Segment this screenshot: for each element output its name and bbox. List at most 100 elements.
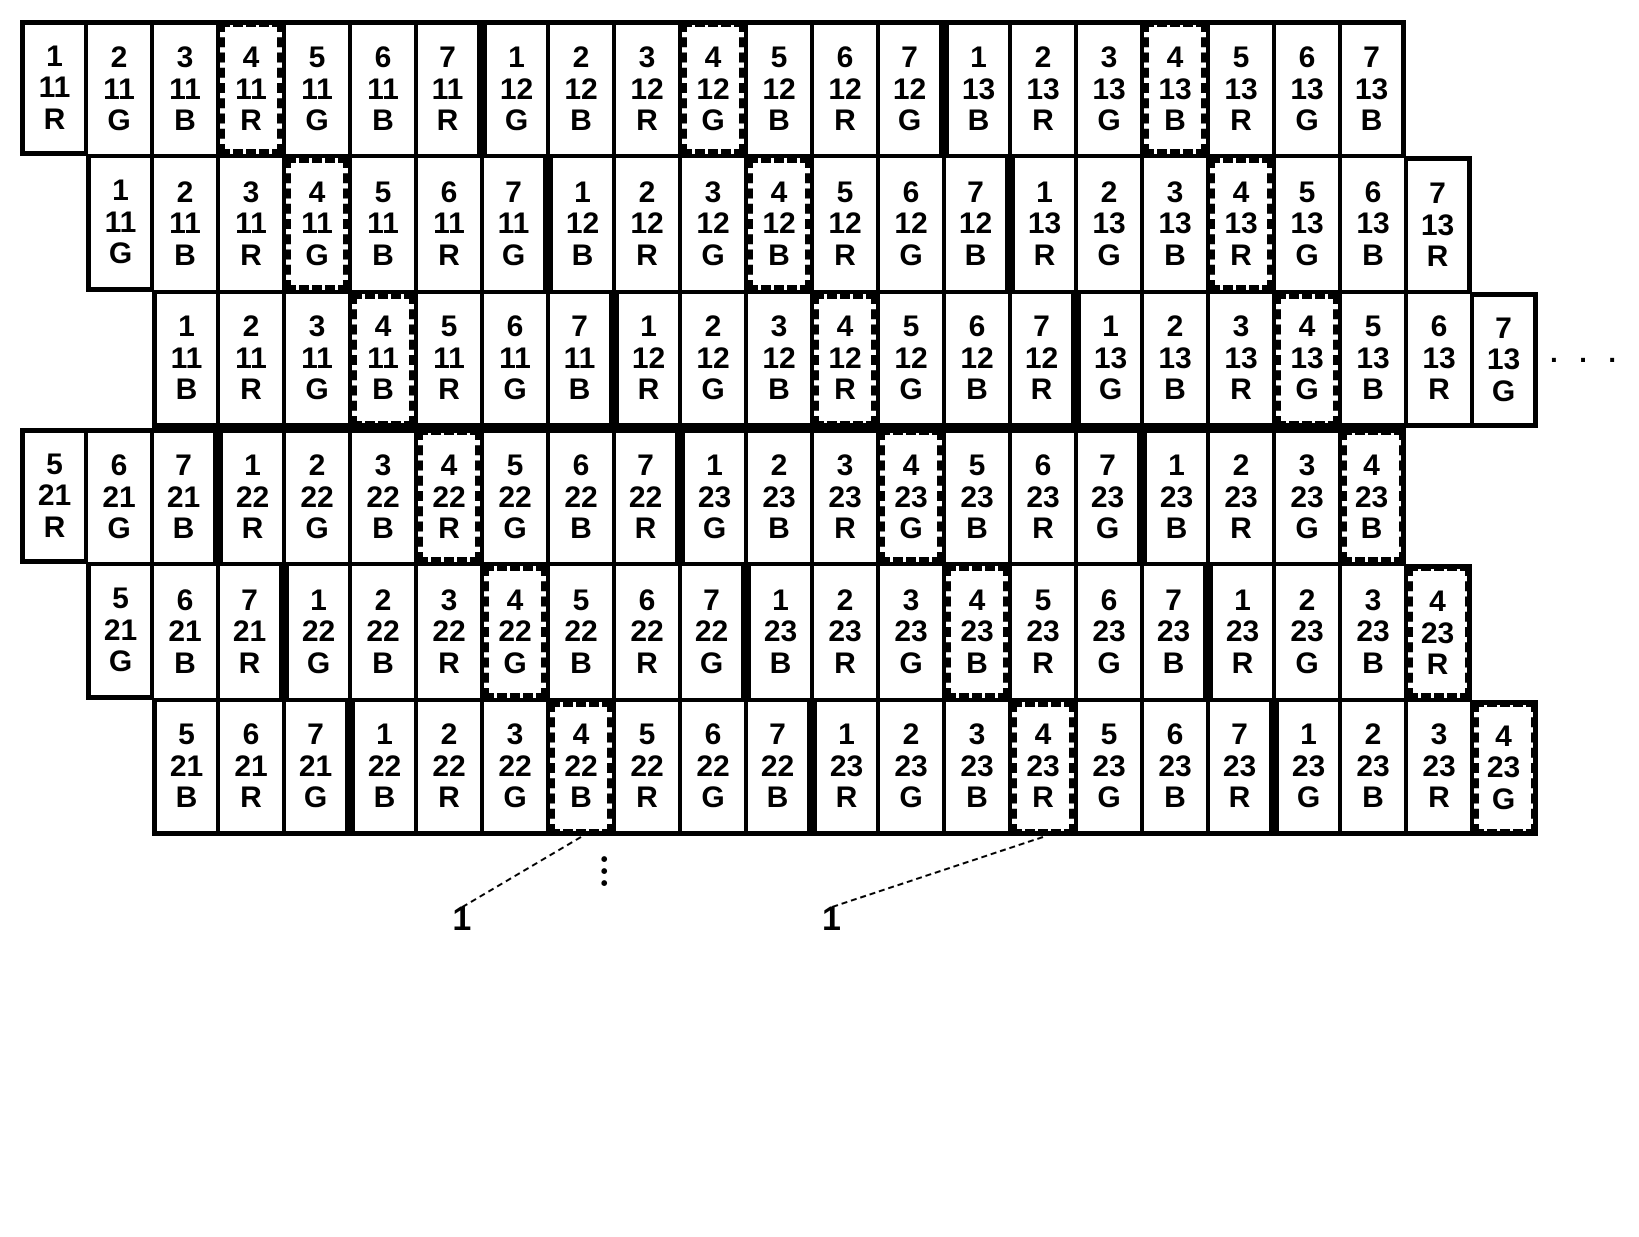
cell-mid-value: 11 bbox=[169, 74, 201, 106]
cell-mid-value: 22 bbox=[498, 616, 531, 648]
grid-cell: 123R bbox=[812, 700, 878, 836]
cell-rgb-value: G bbox=[899, 513, 922, 545]
cell-rgb-value: R bbox=[834, 105, 856, 137]
cell-top-value: 4 bbox=[1363, 450, 1380, 482]
grid-cell: 112R bbox=[614, 292, 680, 428]
cell-rgb-value: B bbox=[372, 374, 394, 406]
grid-cell: 412R bbox=[812, 292, 878, 428]
cell-mid-value: 23 bbox=[828, 482, 861, 514]
grid-cell: 413G bbox=[1274, 292, 1340, 428]
cell-top-value: 3 bbox=[837, 450, 854, 482]
grid-cell: 612B bbox=[944, 292, 1010, 428]
cell-top-value: 3 bbox=[771, 311, 788, 343]
grid-cell: 521B bbox=[152, 700, 218, 836]
grid-cell: 621R bbox=[218, 700, 284, 836]
cell-mid-value: 23 bbox=[960, 751, 993, 783]
cell-rgb-value: G bbox=[305, 513, 328, 545]
grid-cell: 213B bbox=[1142, 292, 1208, 428]
cell-rgb-value: R bbox=[1230, 105, 1252, 137]
cell-rgb-value: G bbox=[1097, 648, 1120, 680]
cell-rgb-value: B bbox=[1164, 105, 1186, 137]
cell-mid-value: 23 bbox=[1092, 751, 1125, 783]
cell-mid-value: 12 bbox=[1025, 343, 1058, 375]
cell-rgb-value: G bbox=[701, 782, 724, 814]
cell-mid-value: 22 bbox=[630, 616, 663, 648]
cell-top-value: 2 bbox=[441, 719, 458, 751]
cell-top-value: 3 bbox=[441, 585, 458, 617]
cell-mid-value: 22 bbox=[236, 482, 269, 514]
cell-top-value: 5 bbox=[1299, 177, 1316, 209]
cell-rgb-value: R bbox=[44, 512, 66, 544]
grid-cell: 423R bbox=[1010, 700, 1076, 836]
cell-mid-value: 12 bbox=[959, 208, 992, 240]
cell-top-value: 3 bbox=[375, 450, 392, 482]
cell-mid-value: 12 bbox=[828, 343, 861, 375]
cell-rgb-value: R bbox=[240, 105, 262, 137]
cell-rgb-value: R bbox=[1032, 648, 1054, 680]
grid-cell: 512B bbox=[746, 20, 812, 156]
cell-top-value: 4 bbox=[243, 42, 260, 74]
cell-mid-value: 23 bbox=[1092, 616, 1125, 648]
cell-top-value: 3 bbox=[1167, 177, 1184, 209]
cell-top-value: 3 bbox=[1431, 719, 1448, 751]
grid-cell: 222G bbox=[284, 428, 350, 564]
cell-top-value: 7 bbox=[1495, 313, 1512, 345]
grid-cell: 622B bbox=[548, 428, 614, 564]
cell-mid-value: 13 bbox=[1092, 208, 1125, 240]
cell-top-value: 1 bbox=[772, 585, 789, 617]
cell-rgb-value: R bbox=[1232, 648, 1254, 680]
grid-cell: 512R bbox=[812, 156, 878, 292]
cell-rgb-value: R bbox=[1032, 105, 1054, 137]
cell-mid-value: 23 bbox=[1160, 482, 1193, 514]
grid-cell: 712G bbox=[878, 20, 944, 156]
cell-top-value: 1 bbox=[1234, 585, 1251, 617]
grid-cell: 223G bbox=[1274, 564, 1340, 700]
cell-mid-value: 23 bbox=[1091, 482, 1124, 514]
grid-cell: 622G bbox=[680, 700, 746, 836]
cell-top-value: 2 bbox=[243, 311, 260, 343]
grid-cell: 413R bbox=[1208, 156, 1274, 292]
grid-cell: 123G bbox=[1274, 700, 1340, 836]
grid-cell: 413B bbox=[1142, 20, 1208, 156]
grid-cell: 412G bbox=[680, 20, 746, 156]
cell-mid-value: 23 bbox=[1026, 482, 1059, 514]
grid-cell: 511G bbox=[284, 20, 350, 156]
grid-cell: 723G bbox=[1076, 428, 1142, 564]
cell-mid-value: 23 bbox=[1158, 751, 1191, 783]
grid-cell: 312G bbox=[680, 156, 746, 292]
cell-top-value: 6 bbox=[1431, 311, 1448, 343]
grid-cell: 512G bbox=[878, 292, 944, 428]
cell-rgb-value: R bbox=[636, 782, 658, 814]
cell-mid-value: 11 bbox=[432, 74, 464, 106]
cell-rgb-value: R bbox=[437, 105, 459, 137]
ellipsis-right: · · · bbox=[1538, 292, 1624, 428]
grid-cell: 311R bbox=[218, 156, 284, 292]
cell-mid-value: 22 bbox=[432, 751, 465, 783]
grid-cell: 511B bbox=[350, 156, 416, 292]
cell-top-value: 6 bbox=[1365, 177, 1382, 209]
cell-mid-value: 13 bbox=[1487, 344, 1520, 376]
cell-mid-value: 23 bbox=[762, 482, 795, 514]
cell-top-value: 5 bbox=[903, 311, 920, 343]
cell-top-value: 2 bbox=[1233, 450, 1250, 482]
cell-rgb-value: B bbox=[173, 513, 195, 545]
cell-top-value: 4 bbox=[903, 450, 920, 482]
cell-top-value: 3 bbox=[1299, 450, 1316, 482]
grid-cell: 411R bbox=[218, 20, 284, 156]
cell-top-value: 5 bbox=[639, 719, 656, 751]
grid-cell: 423B bbox=[1340, 428, 1406, 564]
cell-rgb-value: R bbox=[1230, 374, 1252, 406]
cell-top-value: 4 bbox=[969, 585, 986, 617]
cell-mid-value: 21 bbox=[102, 482, 135, 514]
grid-cell: 122G bbox=[284, 564, 350, 700]
grid-cell: 712R bbox=[1010, 292, 1076, 428]
cell-top-value: 1 bbox=[706, 450, 723, 482]
grid-cell: 311G bbox=[284, 292, 350, 428]
cell-top-value: 5 bbox=[1101, 719, 1118, 751]
cell-mid-value: 12 bbox=[696, 343, 729, 375]
cell-rgb-value: G bbox=[109, 238, 132, 270]
cell-rgb-value: G bbox=[505, 105, 528, 137]
cell-top-value: 4 bbox=[309, 177, 326, 209]
cell-mid-value: 22 bbox=[366, 482, 399, 514]
cell-top-value: 3 bbox=[507, 719, 524, 751]
